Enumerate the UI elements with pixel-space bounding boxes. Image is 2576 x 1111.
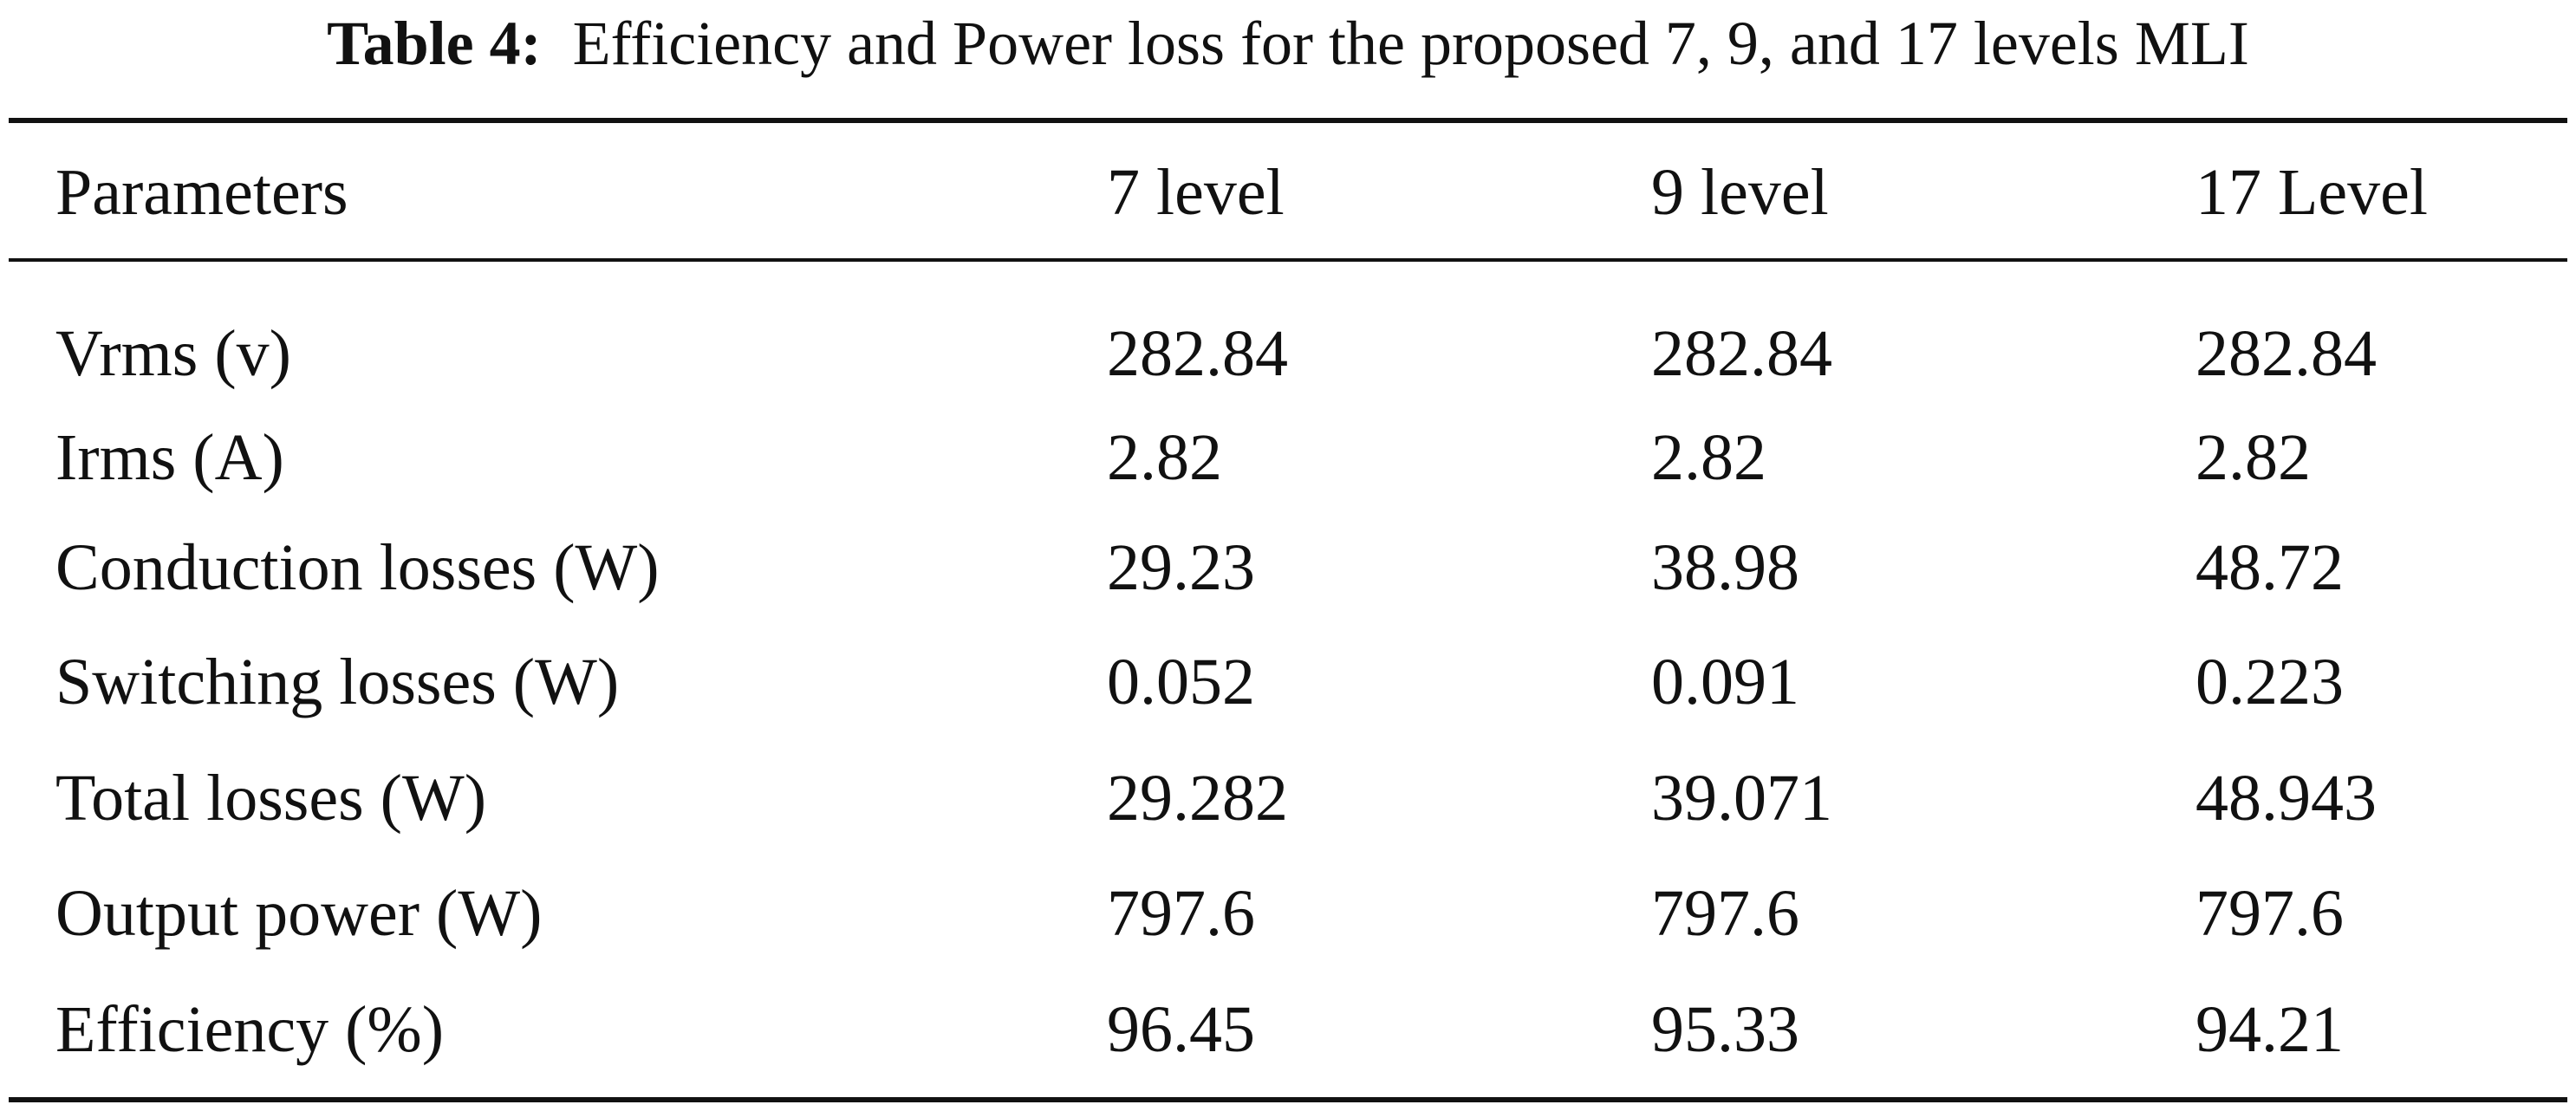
table-cell: 0.091 bbox=[1651, 646, 1799, 718]
header-rule bbox=[9, 258, 2567, 262]
top-rule bbox=[9, 118, 2567, 123]
table-row: Conduction losses (W) 29.23 38.98 48.72 bbox=[0, 516, 2576, 620]
table-cell: 2.82 bbox=[1651, 421, 1766, 494]
table-row: Vrms (v) 282.84 282.84 282.84 bbox=[0, 302, 2576, 406]
table-cell: 29.282 bbox=[1107, 762, 1288, 835]
bottom-rule bbox=[9, 1097, 2567, 1102]
table-cell: 282.84 bbox=[1651, 317, 1832, 390]
table-cell: Irms (A) bbox=[55, 421, 284, 494]
table-cell: 94.21 bbox=[2195, 993, 2344, 1066]
table-cell: 29.23 bbox=[1107, 531, 1255, 604]
table-cell: Output power (W) bbox=[55, 877, 543, 950]
column-header: 9 level bbox=[1651, 156, 1829, 229]
table-cell: Vrms (v) bbox=[55, 317, 291, 390]
table-cell: 282.84 bbox=[1107, 317, 1288, 390]
table-cell: 96.45 bbox=[1107, 993, 1255, 1066]
table-cell: Conduction losses (W) bbox=[55, 531, 660, 604]
table-cell: 39.071 bbox=[1651, 762, 1832, 835]
column-header: Parameters bbox=[55, 156, 348, 229]
column-header: 17 Level bbox=[2195, 156, 2429, 229]
table-cell: 38.98 bbox=[1651, 531, 1799, 604]
table-cell: 2.82 bbox=[2195, 421, 2311, 494]
table-cell: 48.943 bbox=[2195, 762, 2377, 835]
table-header-row: Parameters 7 level 9 level 17 Level bbox=[0, 140, 2576, 244]
table-cell: 0.052 bbox=[1107, 646, 1255, 718]
table-cell: Total losses (W) bbox=[55, 762, 487, 835]
table-cell: 797.6 bbox=[1651, 877, 1799, 950]
table-row: Efficiency (%) 96.45 95.33 94.21 bbox=[0, 978, 2576, 1082]
column-header: 7 level bbox=[1107, 156, 1285, 229]
table-cell: 48.72 bbox=[2195, 531, 2344, 604]
table-cell: 282.84 bbox=[2195, 317, 2377, 390]
table-row: Total losses (W) 29.282 39.071 48.943 bbox=[0, 746, 2576, 850]
table-caption: Table 4: Efficiency and Power loss for t… bbox=[0, 0, 2576, 87]
table-cell: 2.82 bbox=[1107, 421, 1222, 494]
table-row: Output power (W) 797.6 797.6 797.6 bbox=[0, 861, 2576, 965]
table-cell: Efficiency (%) bbox=[55, 993, 445, 1066]
table-cell: 797.6 bbox=[1107, 877, 1255, 950]
caption-label: Table 4: bbox=[327, 9, 542, 78]
caption-text: Efficiency and Power loss for the propos… bbox=[572, 9, 2249, 78]
table-row: Switching losses (W) 0.052 0.091 0.223 bbox=[0, 630, 2576, 734]
table-cell: 0.223 bbox=[2195, 646, 2344, 718]
table-cell: Switching losses (W) bbox=[55, 646, 620, 718]
table-cell: 797.6 bbox=[2195, 877, 2344, 950]
table-cell: 95.33 bbox=[1651, 993, 1799, 1066]
table-row: Irms (A) 2.82 2.82 2.82 bbox=[0, 406, 2576, 510]
